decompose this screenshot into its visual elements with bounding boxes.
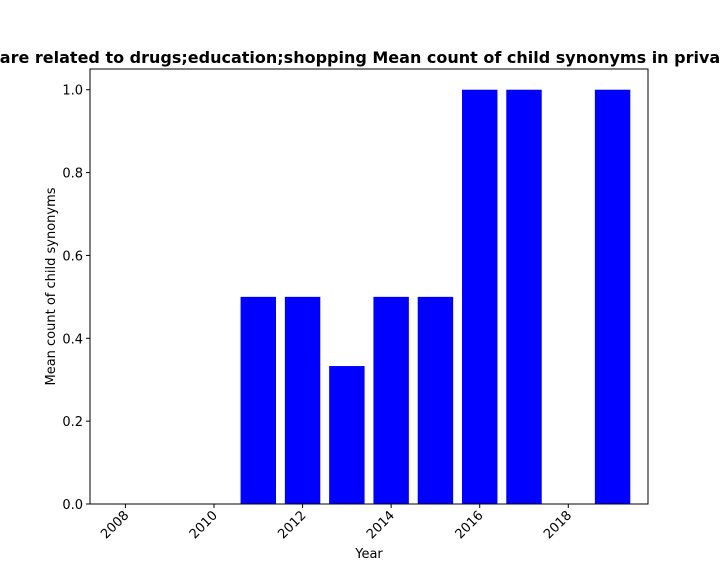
bar-2015: [417, 296, 454, 504]
bar-2016: [462, 89, 498, 504]
x-axis-ticks: 2008 2010 2012 2014 2016 2018: [98, 504, 575, 542]
y-tick-label: 0.4: [62, 332, 83, 347]
bar-2011: [240, 296, 276, 504]
x-tick-label: 2012: [275, 508, 309, 542]
plot-frame: [89, 68, 649, 505]
bar-2014: [373, 296, 409, 504]
bars-group: [240, 89, 631, 504]
bar-2019: [594, 89, 631, 504]
y-tick-label: 0.2: [62, 415, 83, 430]
y-tick-label: 0.0: [62, 498, 83, 513]
y-tick-label: 0.8: [62, 167, 83, 182]
x-tick-label: 2018: [541, 508, 575, 542]
chart-title: are related to drugs;education;shopping …: [0, 48, 720, 67]
bar-2013: [329, 366, 365, 504]
x-tick-label: 2016: [453, 508, 487, 542]
x-tick-label: 2010: [187, 508, 221, 542]
bar-2017: [506, 89, 542, 504]
y-tick-label: 0.6: [62, 249, 83, 264]
bar-2012: [284, 296, 321, 504]
x-axis-label: Year: [354, 547, 383, 562]
y-tick-label: 1.0: [62, 84, 83, 99]
x-tick-label: 2014: [364, 508, 398, 542]
y-axis-ticks: 0.0 0.2 0.4 0.6 0.8 1.0: [62, 84, 90, 513]
x-tick-label: 2008: [98, 508, 132, 542]
y-axis-label: Mean count of child synonyms: [44, 187, 59, 385]
